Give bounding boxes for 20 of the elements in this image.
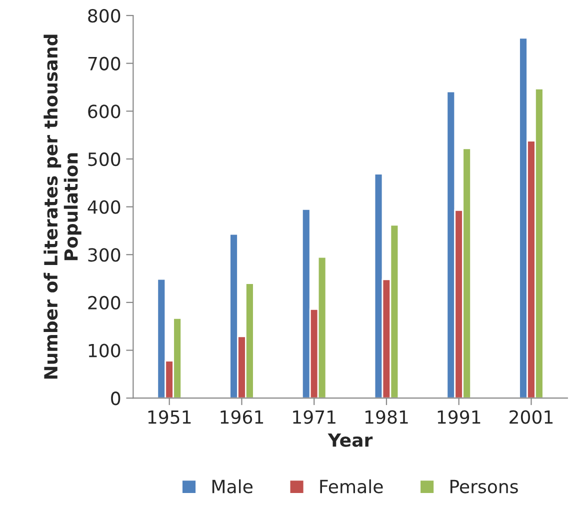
x-axis-title: Year: [328, 433, 373, 447]
y-tick-label: 0: [111, 392, 120, 406]
legend-label: Persons: [450, 480, 518, 494]
y-tick-label: 500: [88, 152, 120, 166]
y-axis-title: Number of Literates per thousand Population: [44, 34, 82, 379]
legend-label: Male: [212, 479, 252, 494]
x-tick-label: 1951: [148, 410, 191, 424]
x-tick-label: 1981: [365, 410, 408, 424]
x-tick-label: 2001: [510, 410, 553, 424]
y-tick-label: 700: [88, 56, 120, 70]
x-tick-label: 1961: [220, 410, 264, 424]
x-tick-label: 1991: [438, 410, 480, 424]
y-tick-label: 300: [88, 248, 120, 262]
legend-label: Female: [320, 479, 383, 494]
y-tick-label: 100: [88, 344, 120, 358]
y-tick-label: 200: [88, 296, 120, 310]
y-tick-label: 400: [88, 200, 120, 214]
x-tick-label: 1971: [293, 410, 336, 424]
y-tick-label: 600: [88, 104, 120, 118]
y-tick-label: 800: [88, 8, 120, 23]
